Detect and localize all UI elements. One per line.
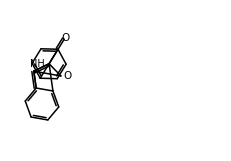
Text: O: O bbox=[63, 71, 71, 81]
Text: O: O bbox=[61, 33, 69, 43]
Text: NH: NH bbox=[30, 59, 45, 69]
